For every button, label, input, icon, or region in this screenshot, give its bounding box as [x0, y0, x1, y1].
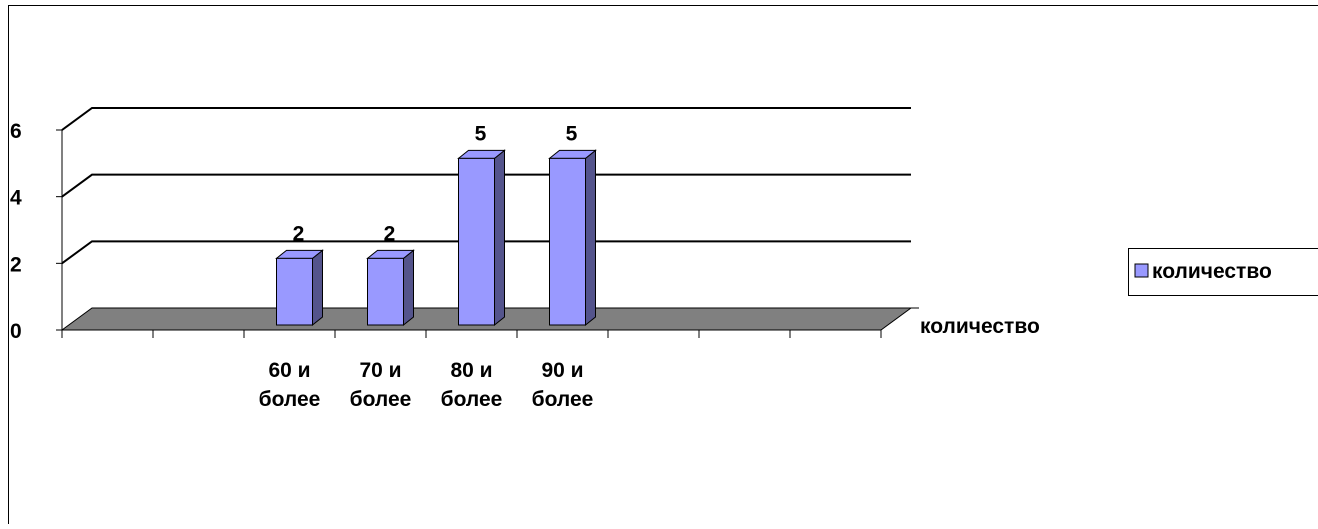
bar: [550, 150, 596, 325]
x-tick-label: 80 и более: [429, 356, 515, 414]
y-tick-label: 6: [10, 120, 22, 143]
bar-front: [459, 158, 495, 325]
legend-label: количество: [1152, 260, 1272, 283]
bar: [368, 250, 414, 325]
bar-front: [368, 258, 404, 325]
bar: [459, 150, 505, 325]
y-tick-label: 2: [10, 253, 22, 276]
x-tick-label: 70 и более: [338, 356, 424, 414]
data-label: 5: [475, 122, 487, 145]
data-label: 5: [566, 122, 578, 145]
bar-side: [313, 250, 323, 325]
frame: [9, 6, 1318, 525]
grid-line: [62, 108, 911, 130]
x-tick-label: 90 и более: [520, 356, 606, 414]
bar: [277, 250, 323, 325]
y-tick-label: 0: [10, 320, 22, 343]
bar-front: [550, 158, 586, 325]
bar-side: [586, 150, 596, 325]
depth-axis-label: количество: [920, 315, 1040, 338]
bar-side: [495, 150, 505, 325]
data-label: 2: [384, 222, 396, 245]
y-tick-label: 4: [10, 187, 22, 210]
bar-side: [404, 250, 414, 325]
x-tick-label: 60 и более: [247, 356, 333, 414]
data-label: 2: [293, 222, 305, 245]
bar-front: [277, 258, 313, 325]
legend-swatch: [1135, 264, 1148, 277]
